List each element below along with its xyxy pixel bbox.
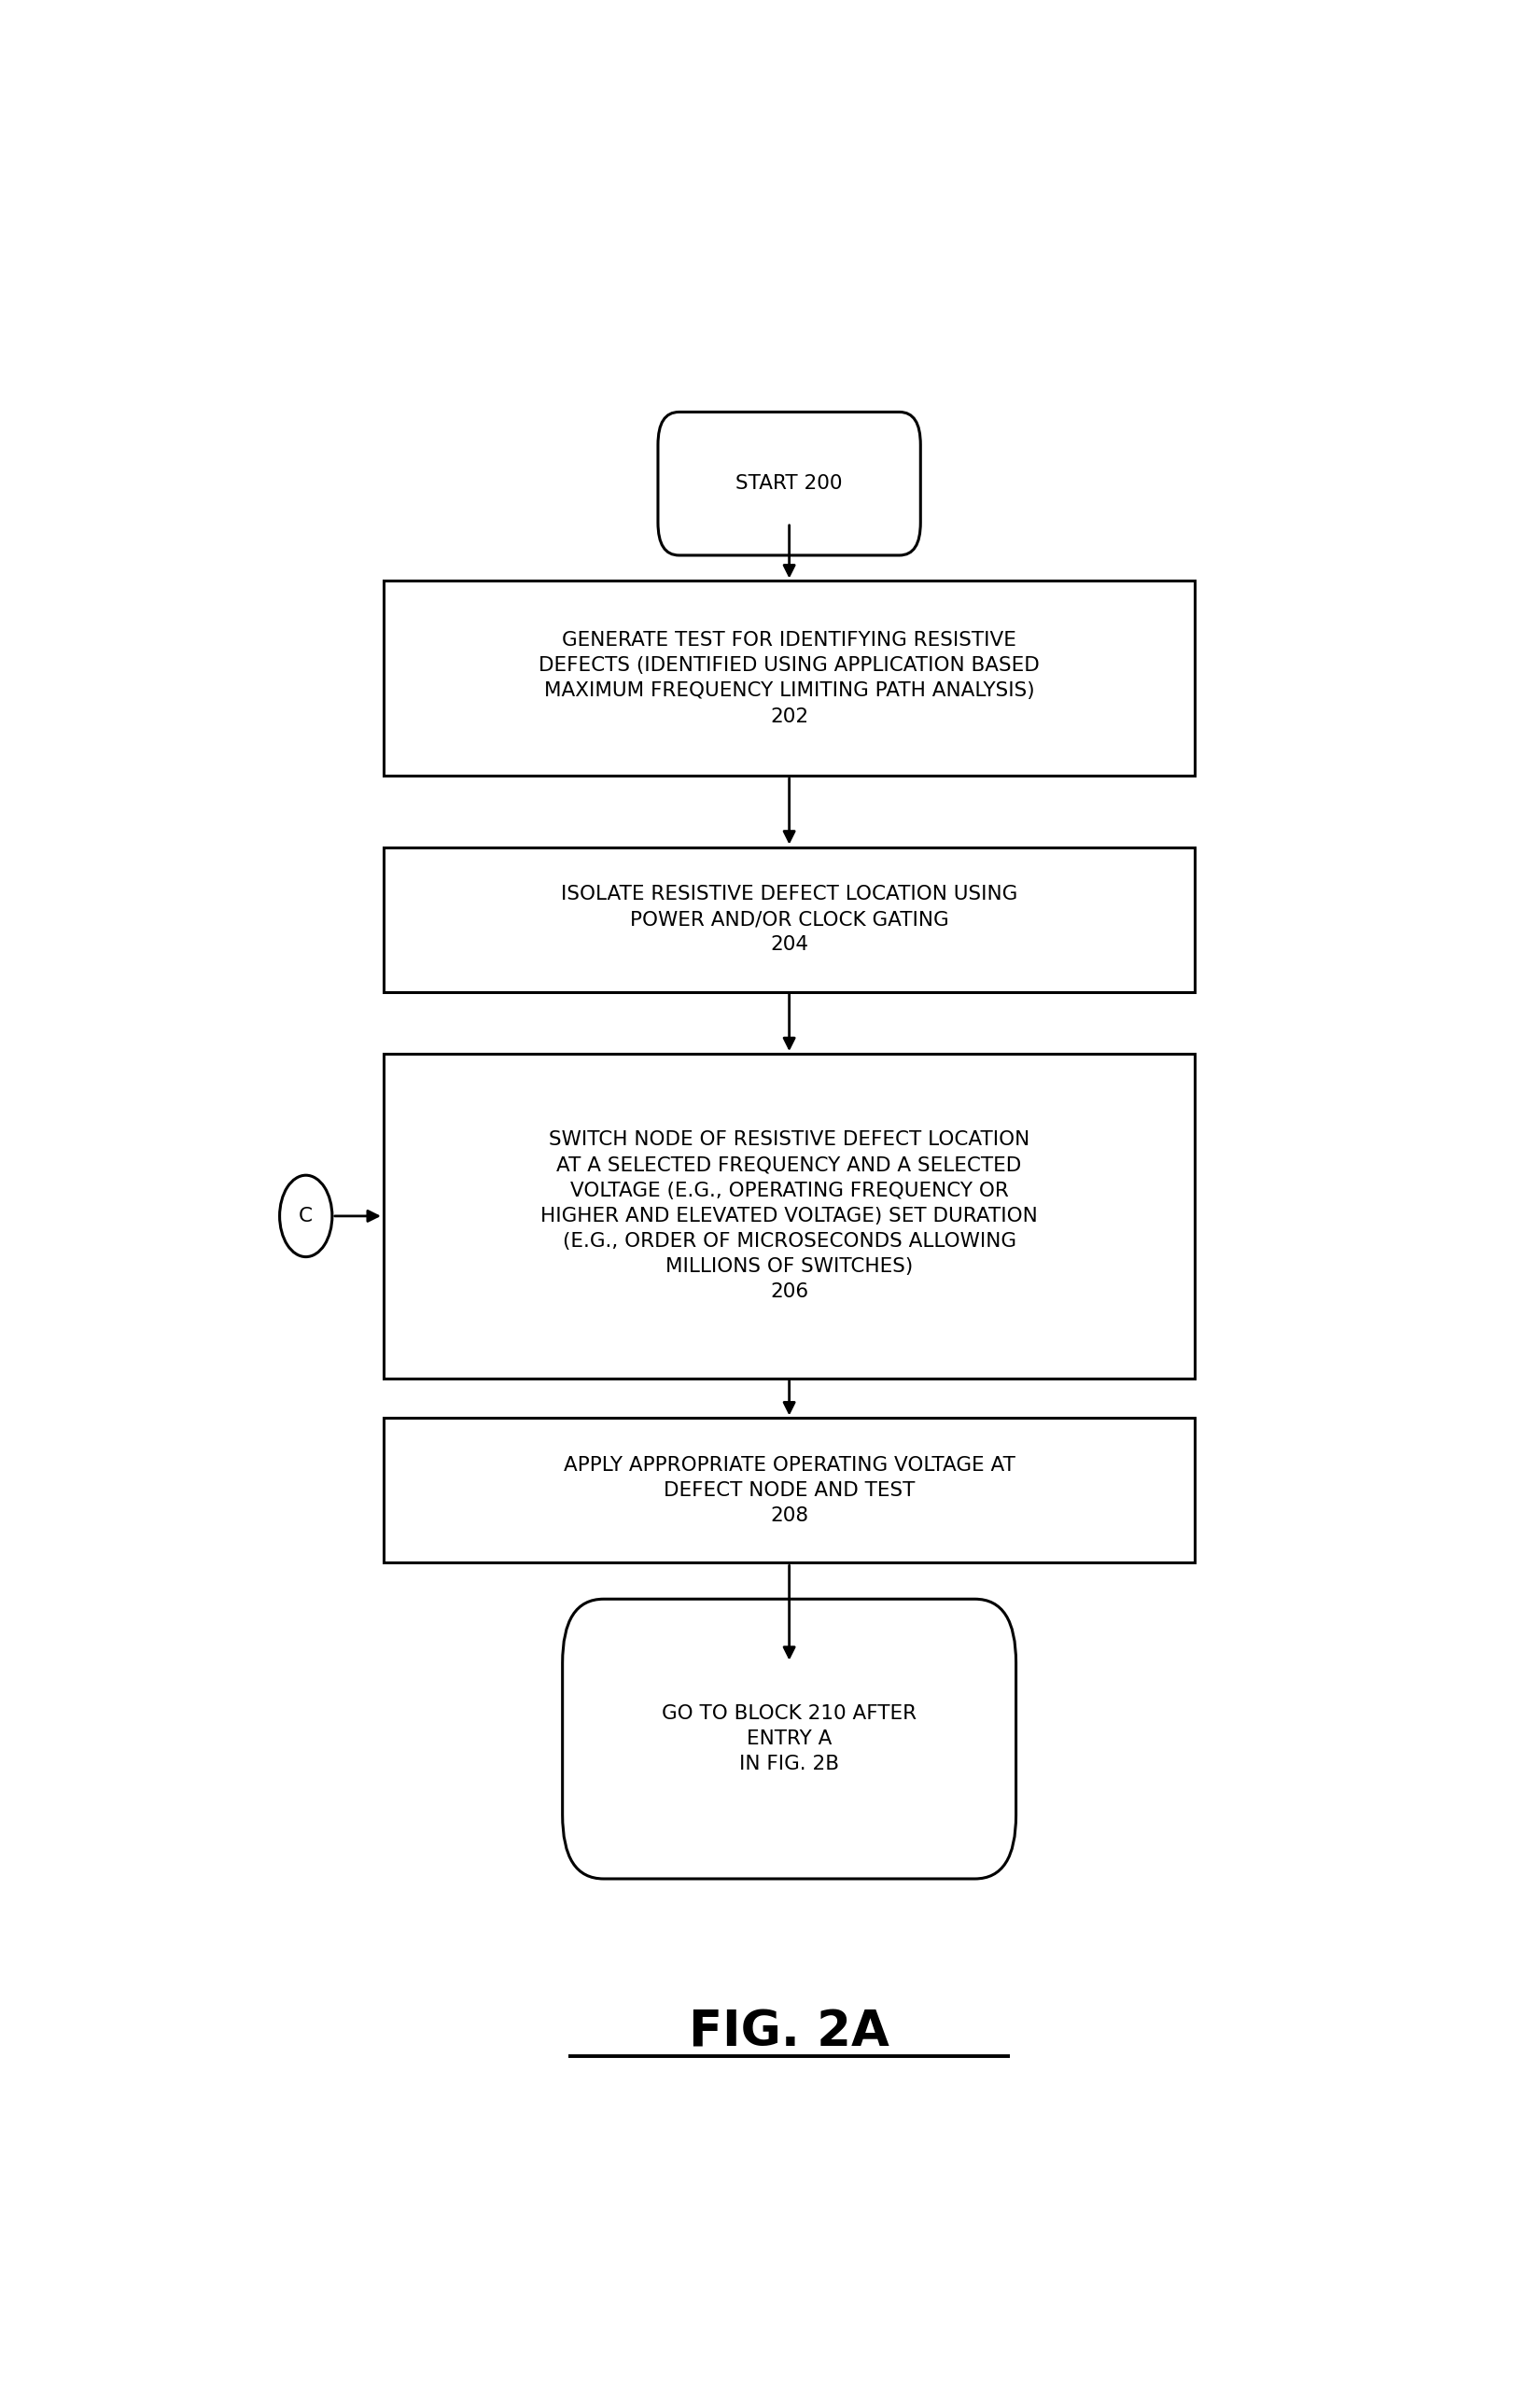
FancyBboxPatch shape <box>383 1055 1195 1377</box>
Text: SWITCH NODE OF RESISTIVE DEFECT LOCATION
AT A SELECTED FREQUENCY AND A SELECTED
: SWITCH NODE OF RESISTIVE DEFECT LOCATION… <box>541 1129 1038 1303</box>
FancyBboxPatch shape <box>562 1599 1016 1878</box>
Text: FIG. 2A: FIG. 2A <box>688 2008 890 2056</box>
FancyBboxPatch shape <box>383 848 1195 992</box>
FancyBboxPatch shape <box>383 1418 1195 1563</box>
Text: C: C <box>299 1206 313 1226</box>
Text: START 200: START 200 <box>736 474 842 494</box>
Text: GENERATE TEST FOR IDENTIFYING RESISTIVE
DEFECTS (IDENTIFIED USING APPLICATION BA: GENERATE TEST FOR IDENTIFYING RESISTIVE … <box>539 631 1040 725</box>
FancyBboxPatch shape <box>658 412 921 556</box>
Text: ISOLATE RESISTIVE DEFECT LOCATION USING
POWER AND/OR CLOCK GATING
204: ISOLATE RESISTIVE DEFECT LOCATION USING … <box>561 884 1018 954</box>
Circle shape <box>280 1175 333 1257</box>
FancyBboxPatch shape <box>383 580 1195 775</box>
Text: GO TO BLOCK 210 AFTER
ENTRY A
IN FIG. 2B: GO TO BLOCK 210 AFTER ENTRY A IN FIG. 2B <box>662 1705 916 1775</box>
Text: APPLY APPROPRIATE OPERATING VOLTAGE AT
DEFECT NODE AND TEST
208: APPLY APPROPRIATE OPERATING VOLTAGE AT D… <box>564 1457 1015 1524</box>
